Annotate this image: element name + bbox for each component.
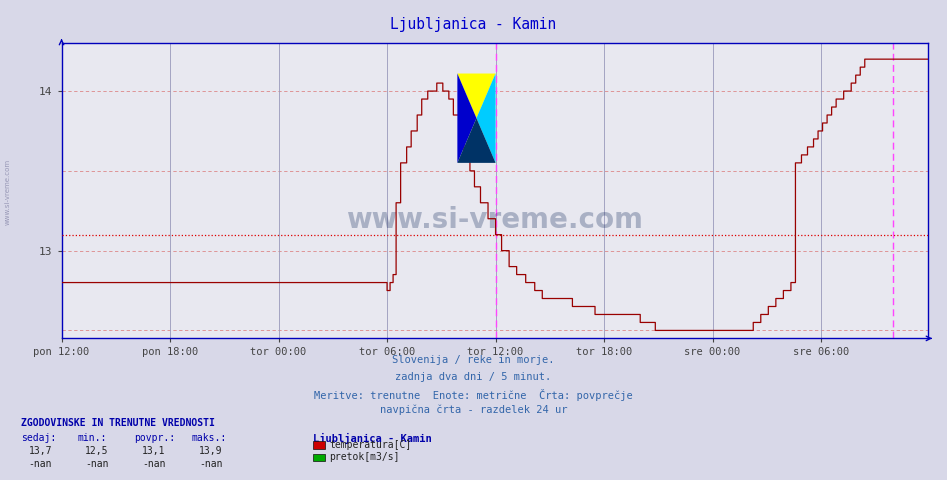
Text: temperatura[C]: temperatura[C] [330,440,412,450]
Text: -nan: -nan [142,459,166,469]
Text: povpr.:: povpr.: [134,433,175,443]
Text: Slovenija / reke in morje.: Slovenija / reke in morje. [392,355,555,365]
Text: 13,7: 13,7 [28,446,52,456]
Text: Ljubljanica - Kamin: Ljubljanica - Kamin [390,17,557,32]
Text: maks.:: maks.: [191,433,226,443]
Text: -nan: -nan [28,459,52,469]
Text: zadnja dva dni / 5 minut.: zadnja dva dni / 5 minut. [396,372,551,382]
Text: Meritve: trenutne  Enote: metrične  Črta: povprečje: Meritve: trenutne Enote: metrične Črta: … [314,389,633,401]
Text: 13,9: 13,9 [199,446,223,456]
Text: 13,1: 13,1 [142,446,166,456]
Text: navpična črta - razdelek 24 ur: navpična črta - razdelek 24 ur [380,404,567,415]
Text: -nan: -nan [85,459,109,469]
Text: sedaj:: sedaj: [21,433,56,443]
Text: -nan: -nan [199,459,223,469]
Text: ZGODOVINSKE IN TRENUTNE VREDNOSTI: ZGODOVINSKE IN TRENUTNE VREDNOSTI [21,418,215,428]
Text: www.si-vreme.com: www.si-vreme.com [347,206,643,234]
Text: pretok[m3/s]: pretok[m3/s] [330,453,400,462]
Text: min.:: min.: [78,433,107,443]
Polygon shape [476,73,495,163]
Polygon shape [457,118,495,163]
Text: www.si-vreme.com: www.si-vreme.com [5,159,10,225]
Text: 12,5: 12,5 [85,446,109,456]
Polygon shape [457,73,476,163]
Polygon shape [457,73,495,118]
Text: Ljubljanica - Kamin: Ljubljanica - Kamin [313,433,431,444]
